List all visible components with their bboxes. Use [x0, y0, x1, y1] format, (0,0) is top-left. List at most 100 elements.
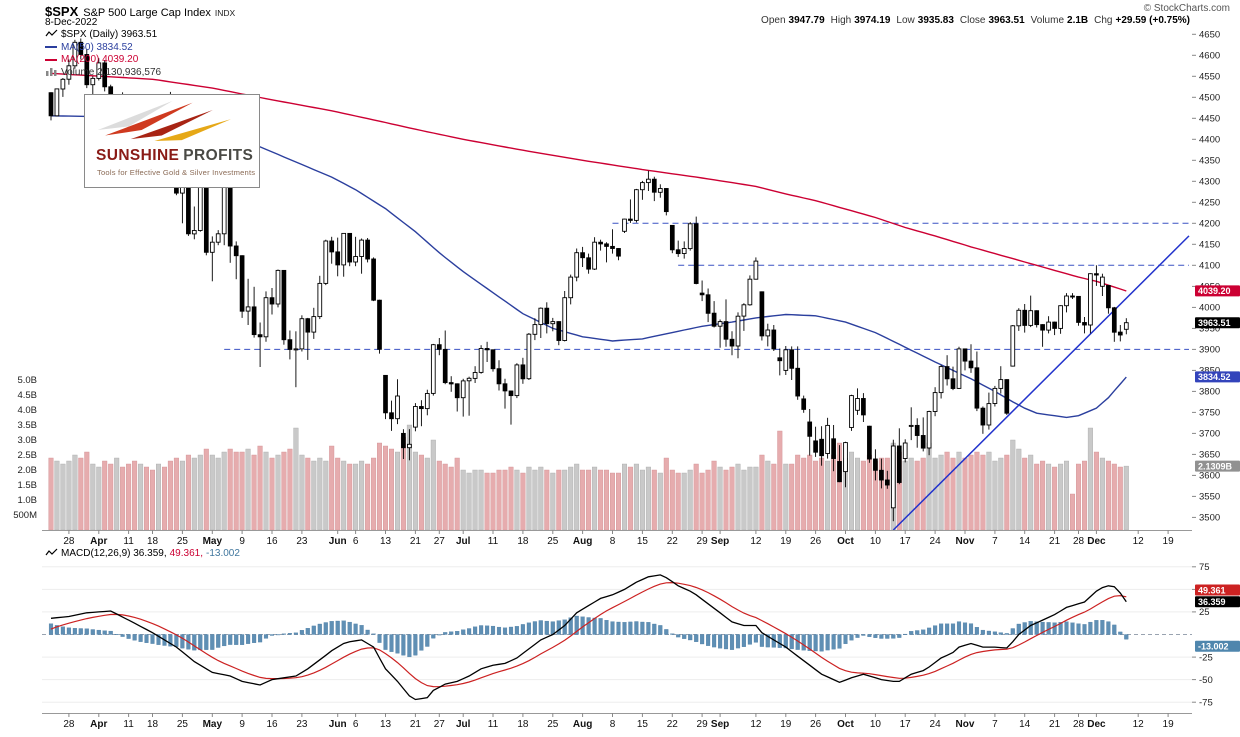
- svg-text:36.359: 36.359: [1198, 597, 1226, 607]
- svg-text:4250: 4250: [1199, 198, 1220, 209]
- macd-legend-hist: -13.002: [206, 548, 240, 559]
- svg-text:4200: 4200: [1199, 219, 1220, 230]
- svg-text:Aug: Aug: [573, 719, 592, 730]
- svg-text:Jun: Jun: [329, 536, 347, 547]
- legend-spx: $SPX (Daily) 3963.51: [45, 29, 161, 42]
- svg-text:18: 18: [147, 719, 159, 730]
- svg-text:Oct: Oct: [837, 719, 854, 730]
- macd-histogram: [48, 615, 1129, 658]
- volume-label: Volume: [1030, 15, 1065, 26]
- svg-text:9: 9: [239, 719, 245, 730]
- svg-text:3550: 3550: [1199, 492, 1220, 503]
- svg-text:Jun: Jun: [329, 719, 347, 730]
- svg-text:4500: 4500: [1199, 93, 1220, 104]
- volume-bars: [48, 424, 1129, 531]
- svg-text:17: 17: [900, 536, 912, 547]
- svg-text:28: 28: [63, 719, 75, 730]
- ma200-line-icon: [45, 58, 57, 61]
- macd-series-icon: [45, 548, 58, 556]
- svg-text:4000: 4000: [1199, 303, 1220, 314]
- legend-volume-label: Volume 2,130,936,576: [61, 66, 162, 78]
- svg-text:8: 8: [610, 719, 616, 730]
- svg-text:21: 21: [1049, 719, 1061, 730]
- main-legend: $SPX (Daily) 3963.51 MA(50) 3834.52 MA(2…: [45, 29, 161, 79]
- ma50-line-icon: [45, 45, 57, 48]
- svg-text:3963.51: 3963.51: [1198, 318, 1231, 328]
- close-value: 3963.51: [988, 15, 1025, 26]
- svg-text:28: 28: [63, 536, 75, 547]
- svg-text:4.0B: 4.0B: [17, 405, 37, 416]
- svg-text:2.0B: 2.0B: [17, 465, 37, 476]
- svg-text:12: 12: [1133, 719, 1145, 730]
- svg-text:6: 6: [353, 719, 359, 730]
- svg-text:21: 21: [1049, 536, 1061, 547]
- svg-text:6: 6: [353, 536, 359, 547]
- svg-text:28: 28: [1073, 536, 1085, 547]
- svg-text:4650: 4650: [1199, 30, 1220, 41]
- svg-text:Dec: Dec: [1087, 536, 1106, 547]
- svg-text:3850: 3850: [1199, 366, 1220, 377]
- svg-text:16: 16: [266, 536, 278, 547]
- macd-legend-signal: 49.361,: [169, 548, 203, 559]
- svg-text:4350: 4350: [1199, 156, 1220, 167]
- macd-line: [50, 574, 1127, 701]
- open-label: Open: [761, 15, 786, 26]
- ma200-line: [50, 72, 1127, 292]
- svg-text:18: 18: [517, 536, 529, 547]
- svg-text:Dec: Dec: [1087, 719, 1106, 730]
- svg-text:-50: -50: [1199, 675, 1213, 686]
- svg-text:-25: -25: [1199, 652, 1213, 663]
- volume-bars-icon: [46, 67, 57, 76]
- svg-text:8: 8: [610, 536, 616, 547]
- svg-text:10: 10: [870, 719, 882, 730]
- svg-text:Jul: Jul: [456, 536, 471, 547]
- exchange-tag: INDX: [214, 8, 236, 18]
- svg-text:21: 21: [410, 719, 422, 730]
- svg-text:11: 11: [123, 536, 134, 547]
- svg-text:4150: 4150: [1199, 240, 1220, 251]
- svg-text:19: 19: [1163, 719, 1175, 730]
- svg-text:19: 19: [1163, 536, 1175, 547]
- index-name: S&P 500 Large Cap Index: [83, 7, 211, 19]
- legend-ma200-label: MA(200) 4039.20: [61, 54, 139, 66]
- macd-axes: 28 Apr 11 18 25 May 9 16 23 Jun 6 13 21 27 Jul 11 18 25 Au…: [42, 713, 1192, 730]
- svg-text:3700: 3700: [1199, 429, 1220, 440]
- svg-text:17: 17: [900, 719, 912, 730]
- close-label: Close: [959, 15, 986, 26]
- logo-brand-profits: PROFITS: [183, 147, 254, 164]
- svg-text:3.5B: 3.5B: [17, 420, 37, 431]
- svg-text:27: 27: [434, 536, 446, 547]
- svg-text:25: 25: [177, 719, 189, 730]
- svg-text:4039.20: 4039.20: [1198, 286, 1231, 296]
- svg-text:25: 25: [177, 536, 189, 547]
- svg-text:18: 18: [147, 536, 159, 547]
- svg-text:7: 7: [992, 719, 998, 730]
- symbol: $SPX: [45, 4, 79, 19]
- svg-text:4100: 4100: [1199, 261, 1220, 272]
- svg-text:500M: 500M: [13, 510, 37, 521]
- chg-value: +29.59 (+0.75%): [1115, 15, 1191, 26]
- svg-text:23: 23: [296, 719, 308, 730]
- svg-text:May: May: [203, 719, 223, 730]
- macd-signal-line: [50, 581, 1127, 688]
- svg-text:3800: 3800: [1199, 387, 1220, 398]
- chg-label: Chg: [1094, 15, 1113, 26]
- svg-text:May: May: [203, 536, 223, 547]
- sunshine-profits-logo: SUNSHINE PROFITS Tools for Effective Gold…: [84, 94, 260, 188]
- svg-text:23: 23: [296, 536, 308, 547]
- svg-text:12: 12: [750, 536, 762, 547]
- open-value: 3947.79: [788, 15, 825, 26]
- svg-text:3834.52: 3834.52: [1198, 372, 1231, 382]
- svg-text:Sep: Sep: [711, 719, 729, 730]
- svg-text:3.0B: 3.0B: [17, 435, 37, 446]
- macd-axis-labels: 49.361 36.359 -13.002: [1195, 584, 1240, 652]
- svg-text:11: 11: [123, 719, 134, 730]
- svg-text:4300: 4300: [1199, 177, 1220, 188]
- svg-text:49.361: 49.361: [1198, 585, 1226, 595]
- svg-text:1.0B: 1.0B: [17, 495, 37, 506]
- svg-text:11: 11: [488, 719, 499, 730]
- svg-text:14: 14: [1019, 536, 1031, 547]
- svg-text:26: 26: [810, 719, 822, 730]
- svg-text:7: 7: [992, 536, 998, 547]
